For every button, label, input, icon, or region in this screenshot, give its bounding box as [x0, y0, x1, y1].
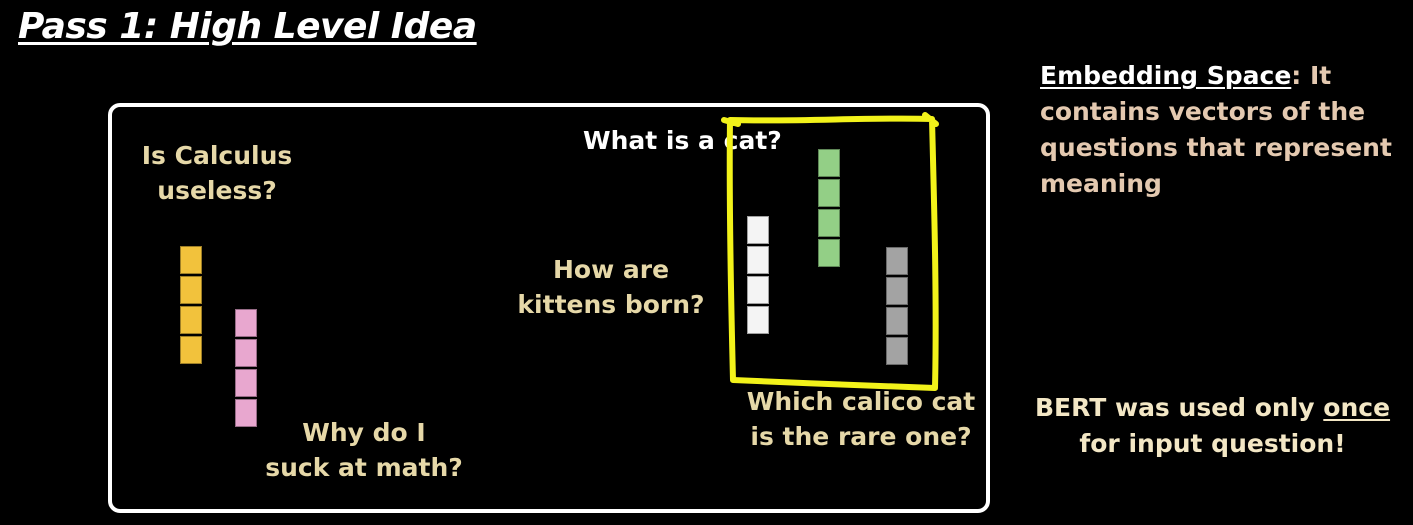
vector-cell	[235, 369, 257, 397]
vector-cell	[235, 399, 257, 427]
bert-note-emphasis: once	[1323, 393, 1391, 422]
slide-title: Pass 1: High Level Idea	[18, 6, 477, 47]
vector-cell	[235, 309, 257, 337]
vector-cell	[818, 209, 840, 237]
question-calculus-line2: useless?	[157, 176, 277, 205]
embedding-space-box	[108, 103, 990, 513]
question-kittens-line1: How are	[552, 255, 670, 284]
vector-cell	[180, 306, 202, 334]
question-math: Why do I suck at math?	[258, 415, 470, 485]
question-math-line1: Why do I	[302, 418, 426, 447]
question-kittens-line2: kittens born?	[517, 290, 705, 319]
question-kittens: How are kittens born?	[512, 252, 710, 322]
question-calico-line1: Which calico cat	[746, 387, 976, 416]
question-calico-line2: is the rare one?	[750, 422, 972, 451]
bert-note-before: BERT was used only	[1034, 393, 1324, 422]
vector-cell	[818, 179, 840, 207]
embedding-space-description: Embedding Space: It contains vectors of …	[1040, 58, 1400, 202]
vector-cell	[180, 276, 202, 304]
vector-cell	[818, 149, 840, 177]
vector-kittens	[747, 216, 769, 336]
vector-cell	[747, 306, 769, 334]
vector-calculus	[180, 246, 202, 366]
bert-note-after: for input question!	[1079, 429, 1346, 458]
question-cat: What is a cat?	[583, 126, 782, 155]
question-math-line2: suck at math?	[265, 453, 463, 482]
embedding-space-text: : It contains vectors of the questions t…	[1040, 61, 1392, 198]
vector-cell	[886, 337, 908, 365]
vector-cell	[180, 246, 202, 274]
vector-cell	[747, 246, 769, 274]
vector-cat	[818, 149, 840, 269]
vector-cell	[235, 339, 257, 367]
vector-cell	[747, 216, 769, 244]
embedding-space-term: Embedding Space	[1040, 61, 1292, 90]
question-calculus: Is Calculus useless?	[138, 138, 296, 208]
vector-cell	[180, 336, 202, 364]
question-calico: Which calico cat is the rare one?	[738, 384, 984, 454]
vector-cell	[886, 307, 908, 335]
vector-cell	[886, 277, 908, 305]
vector-math	[235, 309, 257, 429]
vector-cell	[818, 239, 840, 267]
bert-note: BERT was used only once for input questi…	[1015, 390, 1410, 462]
vector-calico	[886, 247, 908, 367]
vector-cell	[886, 247, 908, 275]
question-calculus-line1: Is Calculus	[141, 141, 293, 170]
vector-cell	[747, 276, 769, 304]
